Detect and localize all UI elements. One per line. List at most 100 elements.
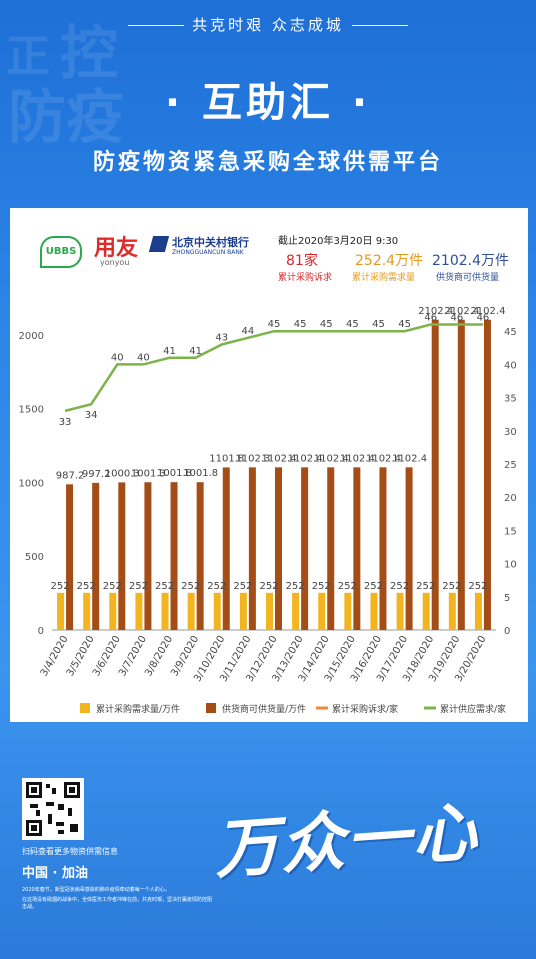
yonyou-logo-text: 用友	[94, 236, 139, 261]
bar-supply	[275, 467, 282, 630]
bar-supply-label: 1102.4	[288, 453, 323, 464]
bar-supply-label: 1001.8	[183, 468, 218, 479]
bar-demand-label: 252	[51, 581, 70, 592]
bar-demand	[474, 592, 482, 630]
footer-scan-text: 扫码查看更多物资供需信息	[22, 847, 118, 856]
bar-demand	[292, 592, 300, 630]
legend-label: 累计供应需求/家	[440, 703, 506, 715]
bar-demand-label: 252	[416, 581, 435, 592]
footer-small-text-1: 2020年春节，新型冠状病毒感染的肺炎疫情牵动着每一个人的心。	[22, 887, 170, 893]
bar-supply	[301, 467, 309, 630]
y-right-tick-label: 10	[504, 560, 517, 571]
line-suppliers	[64, 323, 483, 413]
bar-supply-label: 1102.3	[235, 453, 270, 464]
bar-supply	[222, 467, 230, 630]
legend-label: 累计采购需求量/万件	[96, 703, 180, 715]
line-suppliers-label: 46	[424, 313, 437, 324]
line-suppliers-label: 45	[398, 319, 411, 330]
bar-demand	[266, 592, 273, 630]
bar-demand	[344, 592, 352, 630]
bar-supply	[248, 467, 256, 630]
y-right-tick-label: 15	[504, 526, 517, 537]
footer-china-text: 中国 · 加油	[22, 866, 88, 881]
stat-label-demand: 累计采购需求量	[352, 273, 416, 283]
line-suppliers-label: 40	[111, 352, 124, 363]
legend-label: 累计采购诉求/家	[332, 703, 398, 715]
bar-demand-label: 252	[129, 581, 148, 592]
bar-demand	[239, 592, 247, 630]
divider-left	[128, 25, 185, 26]
y-right-tick-label: 25	[504, 460, 517, 471]
bar-supply	[144, 482, 152, 630]
big-slogan: 万众一心	[212, 795, 481, 889]
bar-demand-label: 252	[233, 581, 252, 592]
bar-demand-label: 252	[364, 581, 383, 592]
bar-supply	[483, 319, 491, 630]
line-suppliers-label: 45	[294, 319, 307, 330]
bar-demand-label: 252	[259, 581, 278, 592]
bar-supply-label: 1101.8	[209, 453, 244, 464]
bar-demand	[213, 592, 221, 630]
bar-supply-label: 1102.4	[340, 453, 375, 464]
bg-word-2: 防疫	[8, 83, 125, 151]
stat-label-requests: 累计采购诉求	[278, 273, 333, 283]
bar-demand-label: 252	[390, 581, 409, 592]
y-right-tick-label: 35	[504, 394, 517, 405]
qr-code[interactable]	[22, 778, 84, 840]
y-left-tick-label: 1500	[19, 405, 44, 416]
line-suppliers-label: 45	[268, 319, 281, 330]
poster-title: · 互助汇 ·	[164, 80, 372, 126]
bar-demand	[187, 592, 195, 630]
line-suppliers-label: 43	[215, 332, 228, 343]
bank-logo-sub: ZHONGGUANCUN BANK	[172, 249, 244, 256]
bank-logo: 北京中关村银行	[172, 236, 249, 249]
bar-supply-label: 987.2	[56, 470, 85, 481]
bar-supply-label: 1102.4	[262, 453, 297, 464]
bar-demand-label: 252	[181, 581, 200, 592]
line-suppliers-label: 45	[320, 319, 333, 330]
top-slogan: 共克时艰 众志成城	[192, 16, 344, 34]
bar-supply-label: 1102.4	[366, 453, 401, 464]
y-right-tick-label: 20	[504, 493, 517, 504]
qr-code-pattern	[26, 782, 80, 836]
bar-supply	[431, 319, 439, 630]
bar-demand	[57, 592, 65, 630]
line-suppliers-label: 46	[450, 313, 463, 324]
y-right-tick-label: 0	[504, 626, 510, 637]
stat-value-demand: 252.4万件	[355, 253, 424, 269]
ubbs-logo: UBBS	[40, 236, 82, 268]
bar-demand	[396, 592, 404, 630]
bar-supply	[118, 482, 126, 630]
bar-demand	[370, 592, 378, 630]
bar-demand-label: 252	[468, 581, 487, 592]
line-suppliers-label: 41	[189, 346, 202, 357]
line-suppliers-label: 45	[372, 319, 385, 330]
line-suppliers-label: 44	[242, 326, 255, 337]
bar-supply-label: 1102.4	[314, 453, 349, 464]
yonyou-logo: 用友	[94, 230, 138, 262]
bar-demand-label: 252	[155, 581, 174, 592]
poster-subtitle: 防疫物资紧急采购全球供需平台	[92, 150, 443, 175]
y-right-tick-label: 5	[504, 593, 510, 604]
footer-small-text-2: 在这场没有硝烟的战争中，全体医务工作者冲锋在前，共克时艰，坚决打赢疫情防控阻击战…	[22, 897, 213, 910]
bar-supply	[170, 482, 178, 630]
bar-demand-label: 252	[77, 581, 96, 592]
bar-supply	[379, 467, 387, 630]
bar-supply	[196, 482, 204, 630]
bar-supply	[66, 484, 74, 630]
bar-demand	[135, 592, 143, 630]
y-right-tick-label: 45	[504, 327, 517, 338]
bar-demand-label: 252	[207, 581, 226, 592]
bar-supply-label: 1001.8	[157, 468, 192, 479]
bar-supply-label: 1000.3	[105, 468, 140, 479]
bg-word-1: 控	[60, 19, 119, 87]
bar-demand-label: 252	[286, 581, 305, 592]
divider-right	[351, 25, 408, 26]
legend-swatch	[80, 703, 90, 713]
stat-label-supply: 供货商可供货量	[436, 273, 500, 283]
bar-supply-label: 1102.4	[392, 453, 427, 464]
legend-label: 供货商可供货量/万件	[222, 703, 306, 715]
bar-supply	[457, 319, 465, 630]
bar-supply-label: 997.2	[82, 469, 111, 480]
bar-supply	[353, 467, 361, 630]
